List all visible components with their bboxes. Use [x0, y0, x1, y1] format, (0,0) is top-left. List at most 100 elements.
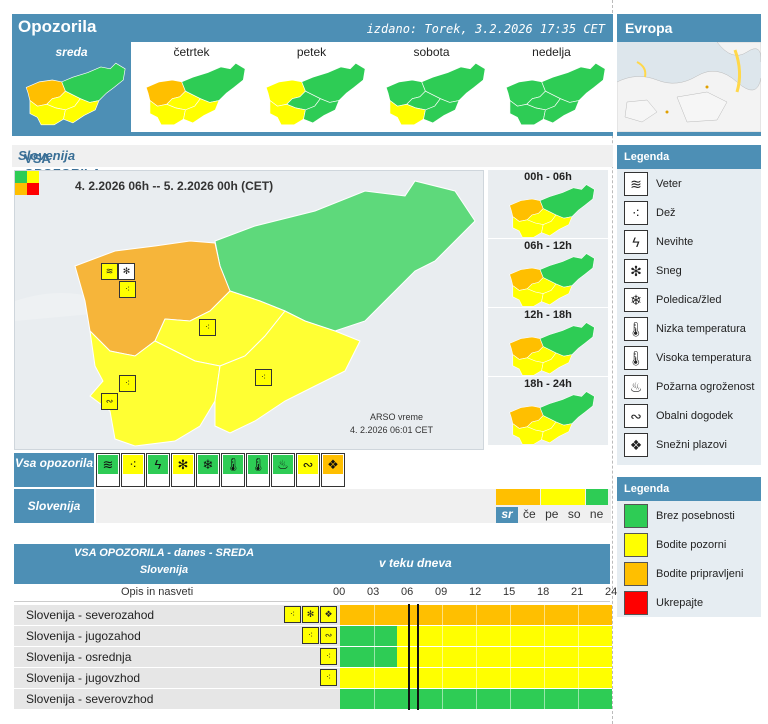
- wind-icon-filter[interactable]: ≋: [96, 453, 120, 487]
- legend-item-label: Veter: [656, 178, 682, 190]
- rain-icon: ⁖: [123, 455, 143, 474]
- day-color-swatch[interactable]: [540, 489, 563, 505]
- timeline-segment: [396, 626, 612, 646]
- table-row[interactable]: Slovenija - jugovzhod ⁖: [14, 668, 612, 688]
- hour-tick-label: 00: [333, 586, 346, 598]
- fire-icon-filter[interactable]: ♨: [271, 453, 295, 487]
- table-row[interactable]: Slovenija - severovzhod: [14, 689, 612, 709]
- row-icons: ⁖ ✻ ❖: [260, 605, 340, 625]
- legend-item-label: Požarna ogroženost: [656, 381, 755, 393]
- legend-item: ❄ Poledica/žled: [624, 288, 764, 314]
- svg-text:4. 2.2026 06:01 CET: 4. 2.2026 06:01 CET: [350, 425, 434, 435]
- rain-icon[interactable]: ⁖: [119, 375, 136, 392]
- thunder-icon: ϟ: [624, 230, 648, 254]
- day-color-bar: sr če pe so ne: [496, 489, 608, 523]
- day-mini-map: [385, 62, 486, 126]
- day-color-label[interactable]: sr: [496, 507, 518, 523]
- day-tab-label: četrtek: [173, 45, 210, 59]
- day-color-label[interactable]: če: [523, 507, 536, 521]
- snow-icon-filter[interactable]: ✻: [171, 453, 195, 487]
- day-tab-label: sreda: [55, 45, 88, 59]
- legend-item-label: Nevihte: [656, 236, 694, 248]
- coastal-icon[interactable]: ∾: [101, 393, 118, 410]
- day-tab-4[interactable]: nedelja: [492, 42, 611, 132]
- europe-header[interactable]: Evropa: [617, 14, 761, 42]
- time-period-label: 06h - 12h: [524, 240, 572, 252]
- avalanche-icon-filter[interactable]: ❖: [321, 453, 345, 487]
- issued-timestamp: izdano: Torek, 3.2.2026 17:35 CET: [366, 22, 605, 36]
- europe-map[interactable]: [617, 42, 761, 136]
- legend-item: ♨ Požarna ogroženost: [624, 375, 764, 401]
- day-color-swatch[interactable]: [518, 489, 541, 505]
- high-temp-icon: 🌡: [248, 455, 268, 474]
- day-selector-strip: sreda četrtek petek sobota nedelja: [12, 42, 613, 136]
- low-temp-icon: 🌡: [223, 455, 243, 474]
- snow-icon: ✻: [173, 455, 193, 474]
- legend-color-item: Ukrepajte: [624, 591, 764, 617]
- table-row[interactable]: Slovenija - severozahod ⁖ ✻ ❖: [14, 605, 612, 625]
- ice-icon-filter[interactable]: ❄: [196, 453, 220, 487]
- day-color-swatch[interactable]: [563, 489, 586, 505]
- slovenia-warning-map[interactable]: ARSO vreme 4. 2.2026 06:01 CET 4. 2.2026…: [14, 170, 484, 450]
- row-warning-icon: ⁖: [320, 669, 337, 686]
- day-color-label[interactable]: so: [567, 507, 581, 521]
- current-time-marker: [408, 604, 410, 710]
- day-tab-2[interactable]: petek: [252, 42, 371, 132]
- time-period-mini-map: [509, 391, 595, 445]
- legend-colors-title: Legenda: [624, 483, 670, 495]
- legend-item-label: Sneg: [656, 265, 682, 277]
- rain-icon-filter[interactable]: ⁖: [121, 453, 145, 487]
- low-temp-icon-filter[interactable]: 🌡: [221, 453, 245, 487]
- legend-colors-header: Legenda: [617, 477, 761, 501]
- all-warnings-text: Vsa opozorila: [14, 456, 94, 470]
- coastal-icon-filter[interactable]: ∾: [296, 453, 320, 487]
- day-tab-1[interactable]: četrtek: [132, 42, 251, 132]
- day-color-swatch[interactable]: [496, 489, 518, 505]
- day-tab-0[interactable]: sreda: [12, 42, 131, 132]
- current-time-marker: [417, 604, 420, 710]
- row-warning-icon: ⁖: [302, 627, 319, 644]
- day-tab-3[interactable]: sobota: [372, 42, 491, 132]
- rain-icon[interactable]: ⁖: [255, 369, 272, 386]
- legend-color-swatch: [624, 562, 648, 586]
- time-period-map[interactable]: 00h - 06h: [488, 170, 608, 238]
- table-row[interactable]: Slovenija - jugozahod ⁖ ∾: [14, 626, 612, 646]
- time-period-map[interactable]: 18h - 24h: [488, 377, 608, 445]
- nw-warning-icons[interactable]: ≋ ✻: [101, 263, 135, 280]
- day-color-label[interactable]: pe: [545, 507, 559, 521]
- day-color-label[interactable]: ne: [589, 507, 604, 521]
- all-warnings-label: Vsa opozorila: [14, 453, 94, 487]
- row-warning-icon: ⁖: [320, 648, 337, 665]
- hour-tick-label: 03: [367, 586, 380, 598]
- column-divider: [612, 0, 613, 724]
- legend-color-swatch: [624, 504, 648, 528]
- legend-title: Legenda: [624, 151, 670, 163]
- high-temp-icon-filter[interactable]: 🌡: [246, 453, 270, 487]
- europe-title[interactable]: Evropa: [625, 20, 673, 36]
- timeline-segment: [396, 647, 612, 667]
- legend-color-swatch: [624, 533, 648, 557]
- legend-item-label: Dež: [656, 207, 676, 219]
- section-title-bar: VSA OPOZORILA - danes - SREDA - Slovenij…: [12, 145, 613, 211]
- page-title: Opozorila: [18, 17, 97, 36]
- timeline-segment: [340, 647, 397, 667]
- legend-color-item: Bodite pripravljeni: [624, 562, 764, 588]
- time-period-map[interactable]: 12h - 18h: [488, 308, 608, 376]
- table-row[interactable]: Slovenija - osrednja ⁖: [14, 647, 612, 667]
- time-period-map[interactable]: 06h - 12h: [488, 239, 608, 307]
- legend-item-label: Obalni dogodek: [656, 410, 734, 422]
- hour-tick-label: 15: [503, 586, 516, 598]
- time-period-mini-map: [509, 253, 595, 307]
- row-warning-icon: ✻: [302, 606, 319, 623]
- legend-header: Legenda: [617, 145, 761, 169]
- rain-icon[interactable]: ⁖: [199, 319, 216, 336]
- legend-item: ≋ Veter: [624, 172, 764, 198]
- thunder-icon-filter[interactable]: ϟ: [146, 453, 170, 487]
- row-region-name: Slovenija - severozahod: [14, 605, 260, 625]
- legend-color-label: Bodite pripravljeni: [656, 568, 744, 580]
- legend-color-label: Bodite pozorni: [656, 539, 727, 551]
- day-color-swatch[interactable]: [585, 489, 608, 505]
- rain-icon[interactable]: ⁖: [119, 281, 136, 298]
- day-tab-label: petek: [296, 45, 327, 59]
- day-mini-map: [25, 62, 126, 126]
